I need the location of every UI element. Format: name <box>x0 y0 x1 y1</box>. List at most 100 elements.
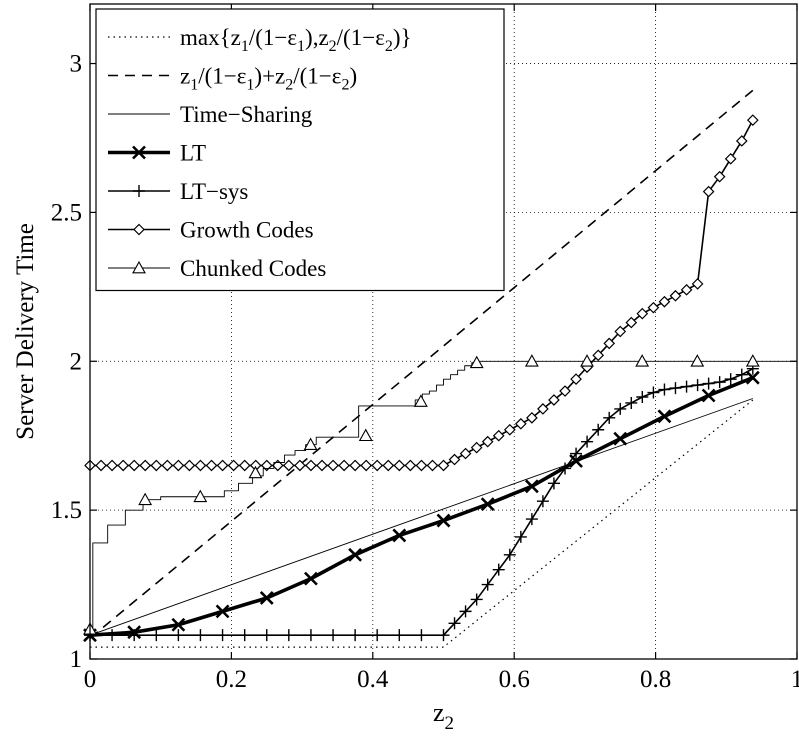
marker-plus <box>525 513 538 526</box>
marker-plus <box>194 629 207 642</box>
x-axis-label: z2 <box>433 698 454 734</box>
marker-plus <box>625 396 638 409</box>
marker-x <box>392 528 407 543</box>
marker-plus <box>570 447 583 460</box>
marker-diamond <box>746 114 759 126</box>
marker-diamond <box>735 135 748 147</box>
marker-diamond <box>724 152 737 165</box>
x-axis-label-main: z <box>433 698 445 727</box>
marker-diamond <box>603 337 616 350</box>
legend-label-max: max{z1/(1−ε1),z2/(1−ε2)} <box>180 25 412 55</box>
marker-triangle <box>303 437 318 450</box>
series-line-max <box>90 399 754 648</box>
marker-plus <box>547 477 560 490</box>
marker-diamond <box>128 459 141 472</box>
marker-triangle <box>138 492 153 506</box>
series-growth <box>84 114 759 472</box>
marker-plus <box>106 629 119 642</box>
legend-text: Chunked Codes <box>180 256 326 281</box>
x-axis-label-sub: 2 <box>445 713 455 734</box>
y-tick-label: 1.5 <box>51 497 82 524</box>
marker-diamond <box>139 459 152 472</box>
marker-plus <box>647 386 660 399</box>
y-tick-label: 2 <box>70 348 83 375</box>
marker-diamond <box>238 459 251 472</box>
marker-diamond <box>282 459 295 472</box>
marker-plus <box>437 629 450 642</box>
marker-diamond <box>415 459 428 472</box>
legend-subscript: 1 <box>241 38 249 55</box>
legend-text: Time−Sharing <box>180 102 313 127</box>
marker-x <box>259 591 274 605</box>
marker-x <box>480 497 495 512</box>
marker-x <box>745 370 760 385</box>
legend-label-ltsys: LT−sys <box>180 179 248 204</box>
marker-diamond <box>382 459 395 472</box>
marker-x <box>657 409 672 424</box>
marker-diamond <box>470 441 483 454</box>
legend-box <box>95 8 505 292</box>
legend-label-chunked: Chunked Codes <box>180 256 326 281</box>
marker-plus <box>581 435 594 448</box>
marker-triangle <box>745 354 760 367</box>
legend-text: LT <box>180 141 206 166</box>
marker-diamond <box>669 289 682 302</box>
marker-diamond <box>526 411 538 424</box>
x-tick-label: 0 <box>84 666 97 693</box>
marker-plus <box>514 530 527 543</box>
legend-text: ) <box>349 64 357 89</box>
series-lt <box>83 370 760 643</box>
legend-label-timesharing: Time−Sharing <box>180 102 313 127</box>
marker-plus <box>260 629 273 642</box>
marker-diamond <box>448 453 461 466</box>
marker-diamond <box>327 459 339 472</box>
marker-diamond <box>548 394 560 406</box>
marker-triangle <box>635 354 650 367</box>
marker-plus <box>216 629 229 642</box>
marker-diamond <box>614 325 627 338</box>
marker-triangle <box>580 354 594 367</box>
marker-triangle <box>132 260 146 274</box>
marker-diamond <box>702 185 715 198</box>
marker-x <box>436 513 451 528</box>
marker-x <box>613 431 628 446</box>
marker-diamond <box>133 223 145 236</box>
legend-label-growth: Growth Codes <box>180 218 314 243</box>
marker-plus <box>492 563 505 576</box>
marker-diamond <box>371 459 384 472</box>
marker-plus <box>448 617 461 630</box>
marker-diamond <box>216 459 229 472</box>
marker-x <box>701 388 716 403</box>
legend-text: Growth Codes <box>180 218 314 243</box>
legend-text: max{z <box>180 25 241 50</box>
legend-subscript: 2 <box>329 38 337 55</box>
marker-triangle <box>248 465 263 479</box>
marker-plus <box>559 462 572 475</box>
marker-diamond <box>503 423 516 436</box>
marker-diamond <box>194 459 207 472</box>
marker-diamond <box>492 429 505 442</box>
legend-subscript: 1 <box>297 38 305 55</box>
series-line-lt <box>89 375 754 637</box>
series-max <box>90 399 754 648</box>
marker-plus <box>459 605 472 618</box>
marker-triangle <box>524 354 539 367</box>
legend-text: )+z <box>254 64 285 89</box>
marker-x <box>132 145 146 160</box>
marker-x <box>569 454 583 468</box>
marker-plus <box>470 593 483 606</box>
y-tick-label: 2.5 <box>51 199 82 226</box>
marker-diamond <box>459 447 472 460</box>
y-tick-label: 3 <box>70 51 83 78</box>
marker-plus <box>327 629 340 642</box>
marker-diamond <box>713 170 726 183</box>
marker-diamond <box>271 459 284 472</box>
legend: max{z1/(1−ε1),z2/(1−ε2)}z1/(1−ε1)+z2/(1−… <box>95 8 505 292</box>
x-tick-label: 0.6 <box>499 666 530 693</box>
marker-diamond <box>183 459 196 472</box>
marker-plus <box>133 185 145 197</box>
legend-text: )} <box>393 25 412 50</box>
y-axis-label: Server Delivery Time <box>12 223 39 440</box>
legend-text: /(1−ε <box>293 64 341 89</box>
marker-plus <box>592 423 605 436</box>
